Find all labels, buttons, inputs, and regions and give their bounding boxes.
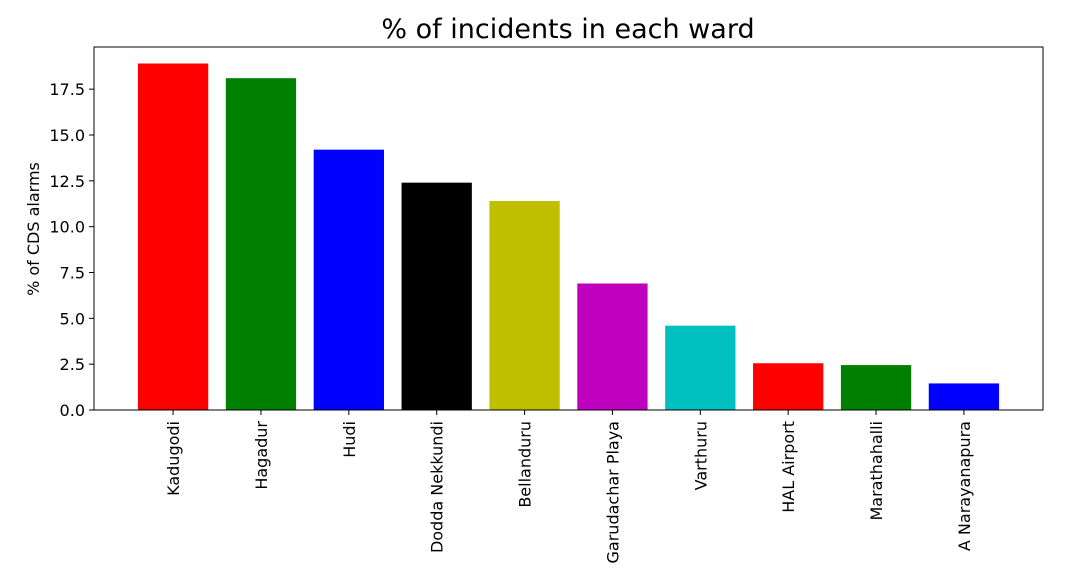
- plot-frame: [93, 46, 1044, 411]
- y-tick-label: 2.5: [60, 355, 85, 374]
- bars-layer: [137, 63, 1000, 411]
- bar-bellanduru: [489, 201, 560, 410]
- bar-marathahalli: [840, 365, 912, 410]
- y-tick-label: 7.5: [60, 264, 85, 283]
- bar-hudi: [313, 149, 384, 411]
- bar-kadugodi: [137, 63, 209, 410]
- x-axis-ticks: Kadugodi Hagadur Hudi Dodda Nekkundi Belland…: [164, 410, 974, 563]
- x-tick-label: Garudachar Playa: [603, 421, 622, 563]
- bar-garudachar-playa: [577, 283, 648, 410]
- x-tick-label: A Narayanapura: [955, 421, 974, 551]
- x-tick-label: Bellanduru: [516, 421, 535, 508]
- bar-a-narayanapura: [928, 383, 1000, 410]
- y-axis-label: % of CDS alarms: [24, 162, 43, 296]
- y-tick-label: 15.0: [49, 126, 85, 145]
- x-tick-label: Kadugodi: [164, 421, 183, 496]
- bar-varthuru: [665, 325, 736, 410]
- y-tick-label: 17.5: [49, 80, 85, 99]
- x-tick-label: Hagadur: [252, 421, 271, 490]
- y-tick-label: 0.0: [60, 401, 85, 420]
- y-tick-label: 10.0: [49, 218, 85, 237]
- x-tick-label: Marathahalli: [867, 421, 886, 521]
- y-tick-label: 12.5: [49, 172, 85, 191]
- chart-title: % of incidents in each ward: [381, 14, 754, 45]
- x-tick-label: Dodda Nekkundi: [428, 421, 447, 553]
- bar-dodda-nekkundi: [401, 182, 472, 410]
- x-tick-label: Varthuru: [691, 421, 710, 490]
- bar-hal-airport: [753, 363, 824, 410]
- x-tick-label: Hudi: [340, 421, 359, 458]
- y-tick-label: 5.0: [60, 309, 85, 328]
- x-tick-label: HAL Airport: [779, 421, 798, 513]
- bar-hagadur: [225, 78, 297, 411]
- y-axis-ticks: 0.0 2.5 5.0 7.5 10.0 12.5 15.0 17.5: [49, 80, 94, 420]
